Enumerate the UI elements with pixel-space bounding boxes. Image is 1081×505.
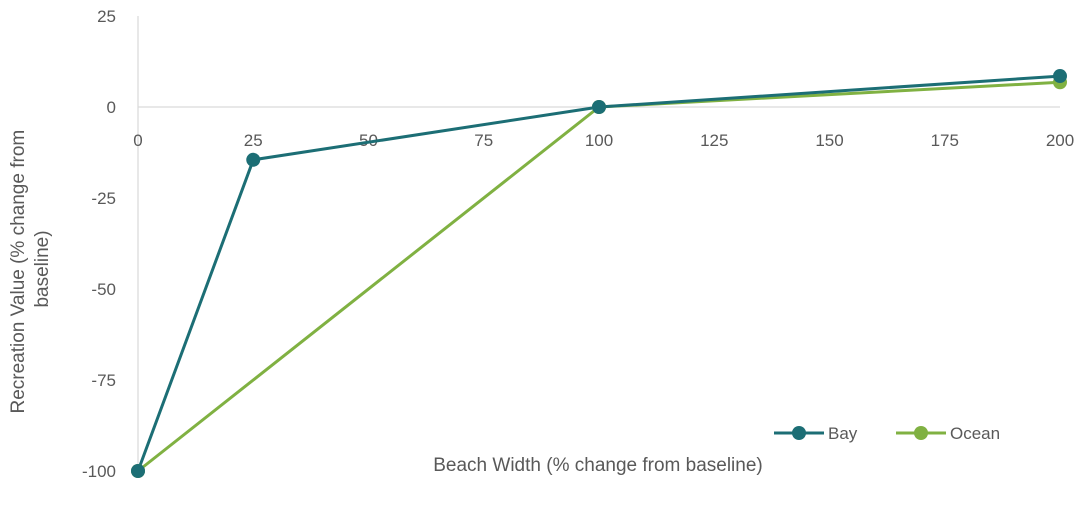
data-point-bay <box>1053 69 1067 84</box>
x-axis-title: Beach Width (% change from baseline) <box>433 455 763 476</box>
x-tick-label: 50 <box>359 131 378 150</box>
x-tick-label: 0 <box>133 131 142 150</box>
x-tick-label: 75 <box>474 131 493 150</box>
data-point-bay <box>246 152 261 167</box>
data-point-bay <box>131 464 145 478</box>
x-tick-label: 200 <box>1046 131 1074 150</box>
y-tick-label: -25 <box>91 189 116 208</box>
y-axis-title: Recreation Value (% change from baseline… <box>8 124 53 413</box>
legend-marker-bay <box>792 426 806 440</box>
x-tick-label: 150 <box>815 131 843 150</box>
legend: Bay Ocean <box>774 424 1000 443</box>
axes: 25 0 -25 -50 -75 -100 0 25 50 75 100 125 150 175 200 <box>82 7 1074 481</box>
series-line-bay <box>136 74 1061 472</box>
data-point-bay <box>592 100 606 114</box>
y-axis-title-line-1: Recreation Value (% change from <box>8 130 29 414</box>
y-tick-label: -50 <box>91 280 116 299</box>
y-axis-title-line-2: baseline) <box>32 230 53 307</box>
y-tick-label: -75 <box>91 371 116 390</box>
x-tick-label: 125 <box>700 131 728 150</box>
y-tick-label: 25 <box>97 7 116 26</box>
y-tick-label: 0 <box>107 98 116 117</box>
x-tick-label: 175 <box>931 131 959 150</box>
legend-label-bay: Bay <box>828 424 858 443</box>
legend-label-ocean: Ocean <box>950 424 1000 443</box>
x-tick-label: 25 <box>244 131 263 150</box>
x-tick-label: 100 <box>585 131 613 150</box>
legend-marker-ocean <box>914 426 928 440</box>
series-layer <box>131 69 1067 478</box>
y-tick-label: -100 <box>82 462 116 481</box>
